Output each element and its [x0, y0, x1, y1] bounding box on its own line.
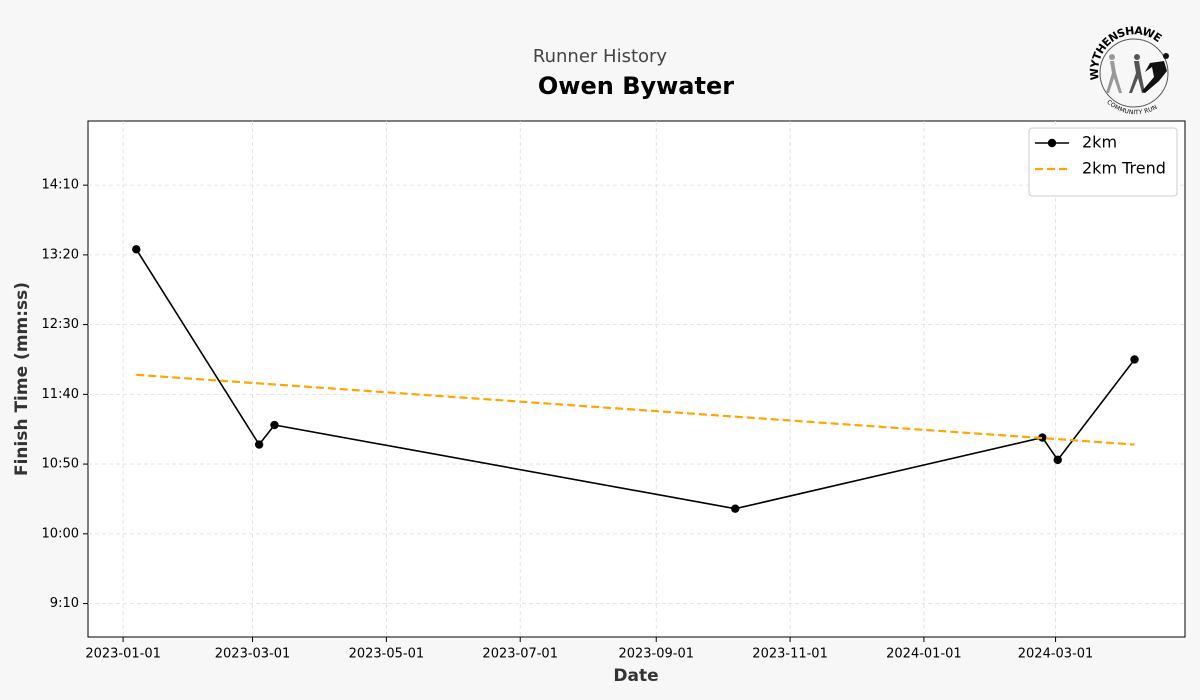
- legend-label: 2km Trend: [1082, 159, 1166, 178]
- y-tick-label: 13:20: [42, 247, 79, 262]
- chart-subtitle: Runner History: [533, 46, 668, 67]
- y-tick-label: 10:00: [42, 526, 79, 541]
- x-tick-label: 2023-07-01: [482, 647, 558, 662]
- y-axis-label: Finish Time (mm:ss): [12, 282, 32, 476]
- x-tick-label: 2023-09-01: [618, 647, 694, 662]
- data-point: [1038, 433, 1047, 442]
- legend-marker: [1047, 138, 1057, 148]
- data-point: [731, 504, 740, 513]
- data-point: [270, 420, 279, 430]
- logo-runner: [1142, 53, 1169, 93]
- legend: 2km 2km Trend: [1028, 127, 1178, 197]
- x-tick-label: 2024-01-01: [886, 647, 962, 662]
- logo-runner: [1129, 54, 1145, 93]
- x-tick-label: 2023-03-01: [215, 647, 291, 662]
- x-tick-label: 2023-11-01: [752, 647, 828, 662]
- y-tick-label: 10:50: [42, 457, 79, 472]
- legend-box: [1028, 127, 1178, 197]
- data-point: [1053, 455, 1062, 465]
- y-tick-label: 14:10: [42, 178, 79, 193]
- grid: [88, 121, 1185, 637]
- logo-runner: [1106, 54, 1122, 93]
- series-line: [136, 373, 1135, 446]
- legend-label: 2km: [1082, 133, 1117, 152]
- chart-title: Owen Bywater: [538, 72, 734, 100]
- data-point: [132, 245, 141, 254]
- data-point: [1130, 355, 1139, 364]
- x-tick-label: 2024-03-01: [1018, 647, 1094, 662]
- plot-area: [87, 120, 1186, 638]
- x-tick-label: 2023-01-01: [85, 647, 161, 662]
- logo-ring: [1099, 38, 1169, 108]
- y-tick-label: 11:40: [42, 387, 79, 402]
- data-point: [254, 440, 264, 449]
- x-tick-label: 2023-05-01: [349, 647, 425, 662]
- x-axis-label: Date: [613, 666, 658, 686]
- marks: [132, 245, 1139, 513]
- y-tick-label: 9:10: [50, 596, 79, 611]
- y-tick-label: 12:30: [42, 317, 79, 332]
